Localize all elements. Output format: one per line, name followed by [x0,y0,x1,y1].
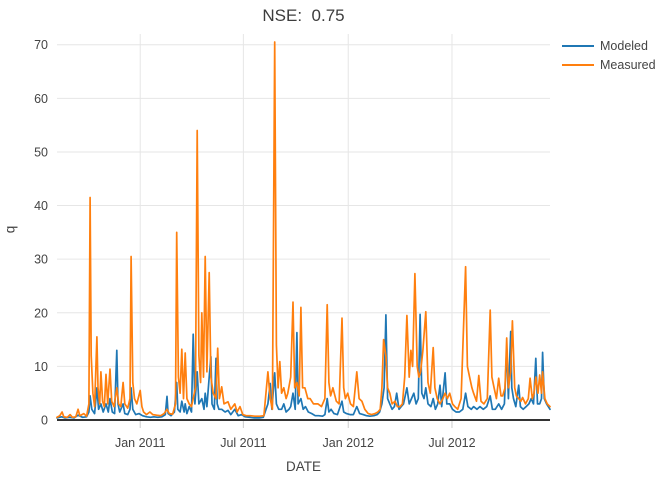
x-tick-label: Jan 2011 [115,436,166,450]
chart-title: NSE: 0.75 [262,6,345,25]
legend: Modeled Measured [562,36,656,74]
x-tick-label: Jan 2012 [323,436,374,450]
x-tick-label: Jul 2011 [220,436,266,450]
y-tick-label: 0 [41,414,48,428]
legend-swatch-modeled [562,44,594,47]
legend-label: Modeled [600,38,648,53]
y-tick-label: 70 [34,38,48,52]
y-tick-label: 40 [34,199,48,213]
legend-swatch-measured [562,63,594,66]
x-tick-label: Jul 2012 [428,436,475,450]
y-tick-label: 30 [34,253,48,267]
y-tick-label: 60 [34,92,48,106]
legend-item-measured[interactable]: Measured [562,55,656,74]
legend-label: Measured [600,57,656,72]
x-axis-title: DATE [285,459,321,474]
y-tick-label: 20 [34,306,48,320]
series-line-modeled [56,313,551,419]
series-line-measured [56,41,551,419]
legend-item-modeled[interactable]: Modeled [562,36,656,55]
y-axis-title: q [2,225,18,234]
y-tick-label: 50 [34,145,48,159]
y-tick-label: 10 [34,360,48,374]
